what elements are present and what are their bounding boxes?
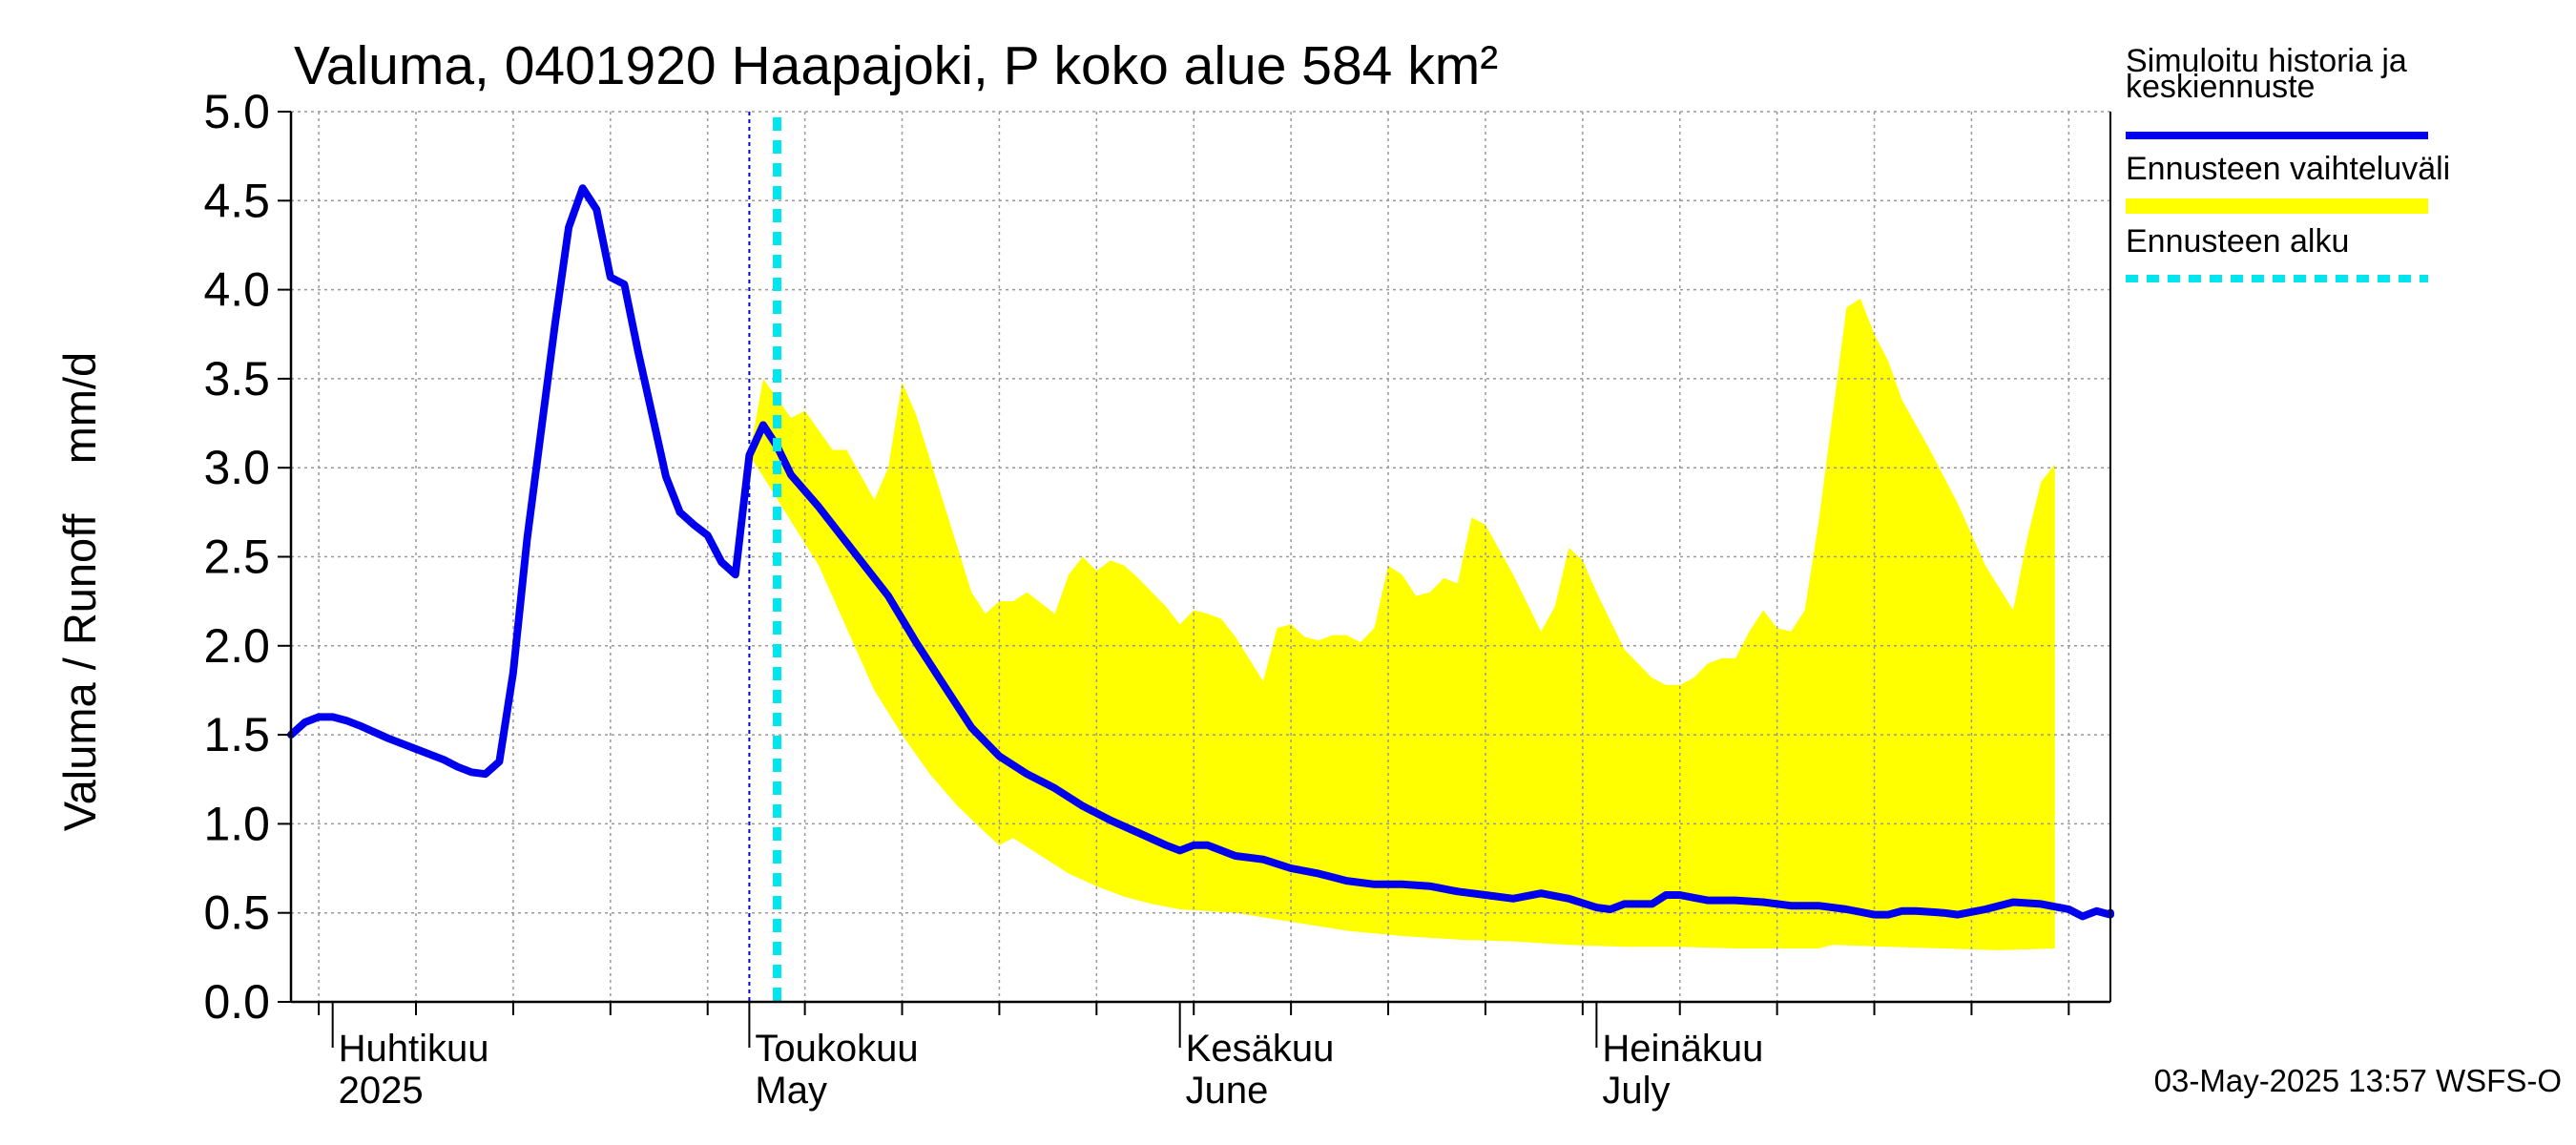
y-tick-label: 4.5 [203,174,270,227]
y-tick-label: 2.0 [203,619,270,673]
timestamp: 03-May-2025 13:57 WSFS-O [2154,1063,2562,1098]
month-label: Toukokuu [755,1028,918,1070]
month-label-secondary: June [1186,1070,1269,1112]
grid [291,111,2110,1003]
y-tick-label: 5.0 [203,85,270,138]
chart-title: Valuma, 0401920 Haapajoki, P koko alue 5… [294,35,1498,96]
y-tick-label: 3.5 [203,352,270,406]
month-label-secondary: 2025 [339,1070,424,1112]
y-tick-label: 0.0 [203,975,270,1029]
legend-swatch-range [2126,198,2428,214]
y-axis-label: Valuma / Runoff mm/d [54,352,105,831]
month-label: Kesäkuu [1186,1028,1335,1070]
month-label: Huhtikuu [339,1028,489,1070]
legend-label: Ennusteen vaihteluväli [2126,151,2450,187]
month-label-secondary: May [755,1070,827,1112]
series-layer [287,112,2114,1006]
legend-label: keskiennuste [2126,69,2315,105]
series-line-simulated-history [287,184,2114,921]
forecast-range-band-layer [749,298,2055,950]
legend-label: Ennusteen alku [2126,223,2349,260]
legend-label: Simuloitu historia ja [2126,43,2407,79]
y-tick-label: 4.0 [203,263,270,317]
y-tick-label: 2.5 [203,531,270,584]
y-tick-label: 1.5 [203,708,270,761]
forecast-range-band [749,298,2055,950]
month-label-secondary: July [1602,1070,1670,1112]
y-tick-label: 3.0 [203,441,270,494]
y-tick-label: 1.0 [203,797,270,850]
y-tick-label: 0.5 [203,886,270,940]
month-label: Heinäkuu [1602,1028,1763,1070]
axes: 0.0 0.5 1.0 1.5 2.0 2.5 3.0 3.5 4.0 4.5 5.0 Huhtiku… [203,85,2111,1112]
